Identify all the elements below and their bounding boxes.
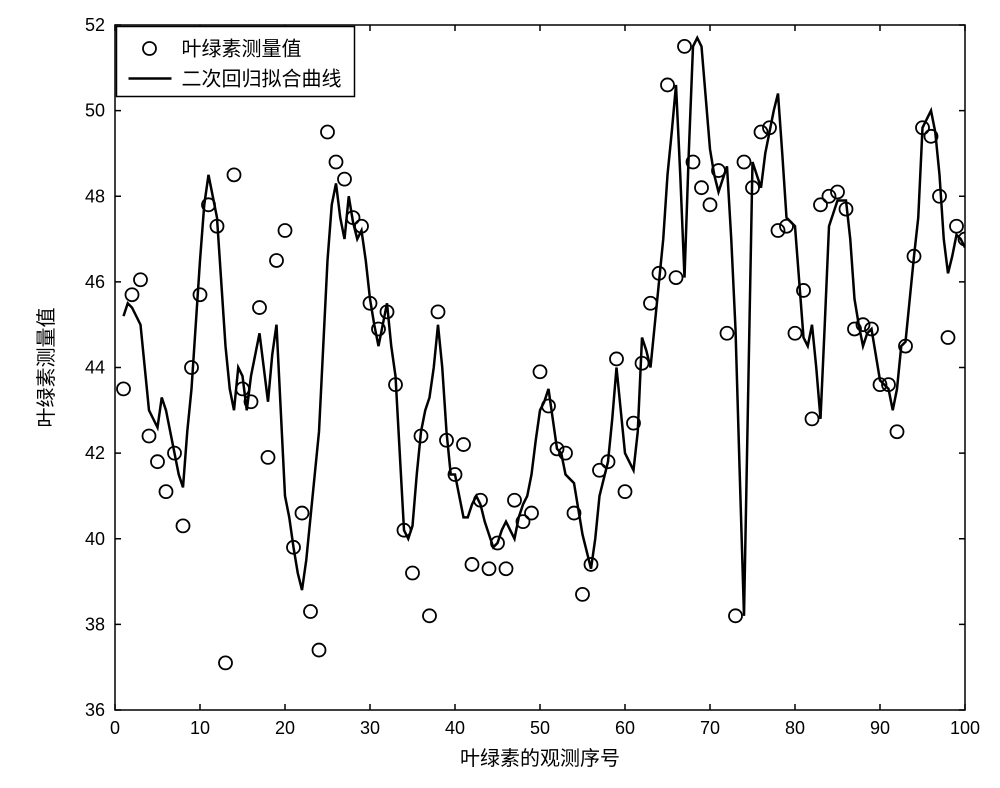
xtick-label: 20 — [275, 718, 295, 738]
scatter-marker — [789, 327, 802, 340]
scatter-marker — [321, 126, 334, 139]
ytick-label: 50 — [85, 101, 105, 121]
scatter-marker — [262, 451, 275, 464]
scatter-marker — [330, 156, 343, 169]
ytick-label: 40 — [85, 529, 105, 549]
scatter-marker — [253, 301, 266, 314]
scatter-marker — [406, 567, 419, 580]
scatter-marker — [134, 273, 147, 286]
scatter-marker — [117, 382, 130, 395]
scatter-marker — [695, 181, 708, 194]
scatter-marker — [270, 254, 283, 267]
xtick-label: 80 — [785, 718, 805, 738]
scatter-marker — [126, 288, 139, 301]
scatter-marker — [644, 297, 657, 310]
xtick-label: 100 — [950, 718, 980, 738]
scatter-marker — [738, 156, 751, 169]
ytick-label: 42 — [85, 443, 105, 463]
scatter-marker — [423, 609, 436, 622]
scatter-marker — [806, 412, 819, 425]
xtick-label: 70 — [700, 718, 720, 738]
chart-svg: 0 10 20 30 40 50 60 70 80 90 100 36 38 40 42 44 46 48 50 52… — [0, 0, 1000, 788]
scatter-marker — [619, 485, 632, 498]
data-group — [117, 38, 972, 670]
ylabel: 叶绿素测量值 — [35, 308, 58, 428]
scatter-marker — [296, 507, 309, 520]
scatter-marker — [432, 305, 445, 318]
ytick-label: 44 — [85, 358, 105, 378]
scatter-marker — [500, 562, 513, 575]
fit-curve — [124, 38, 966, 616]
scatter-marker — [942, 331, 955, 344]
scatter-marker — [721, 327, 734, 340]
scatter-marker — [228, 168, 241, 181]
scatter-marker — [610, 352, 623, 365]
ytick-label: 36 — [85, 700, 105, 720]
ytick-label: 38 — [85, 614, 105, 634]
xtick-label: 0 — [110, 718, 120, 738]
scatter-marker — [160, 485, 173, 498]
ytick-label: 46 — [85, 272, 105, 292]
scatter-marker — [219, 656, 232, 669]
xtick-label: 60 — [615, 718, 635, 738]
scatter-marker — [508, 494, 521, 507]
scatter-marker — [534, 365, 547, 378]
scatter-marker — [279, 224, 292, 237]
scatter-marker — [661, 78, 674, 91]
xtick-label: 10 — [190, 718, 210, 738]
scatter-marker — [729, 609, 742, 622]
scatter-marker — [483, 562, 496, 575]
scatter-marker — [525, 507, 538, 520]
scatter-marker — [177, 519, 190, 532]
scatter-marker — [143, 430, 156, 443]
scatter-marker — [338, 173, 351, 186]
scatter-marker — [704, 198, 717, 211]
legend-label-2: 二次回归拟合曲线 — [182, 68, 342, 91]
ytick-label: 48 — [85, 186, 105, 206]
legend-label-1: 叶绿素测量值 — [182, 38, 302, 61]
scatter-marker — [304, 605, 317, 618]
scatter-marker — [457, 438, 470, 451]
scatter-marker — [670, 271, 683, 284]
chart-container: 0 10 20 30 40 50 60 70 80 90 100 36 38 40 42 44 46 48 50 52… — [0, 0, 1000, 788]
ytick-label: 52 — [85, 15, 105, 35]
xtick-label: 40 — [445, 718, 465, 738]
scatter-marker — [466, 558, 479, 571]
xtick-label: 90 — [870, 718, 890, 738]
scatter-marker — [151, 455, 164, 468]
scatter-marker — [194, 288, 207, 301]
scatter-marker — [950, 220, 963, 233]
scatter-marker — [576, 588, 589, 601]
xtick-label: 50 — [530, 718, 550, 738]
plot-box — [115, 25, 965, 710]
scatter-marker — [891, 425, 904, 438]
scatter-marker — [313, 644, 326, 657]
scatter-marker — [678, 40, 691, 53]
xlabel: 叶绿素的观测序号 — [460, 747, 620, 770]
xtick-label: 30 — [360, 718, 380, 738]
